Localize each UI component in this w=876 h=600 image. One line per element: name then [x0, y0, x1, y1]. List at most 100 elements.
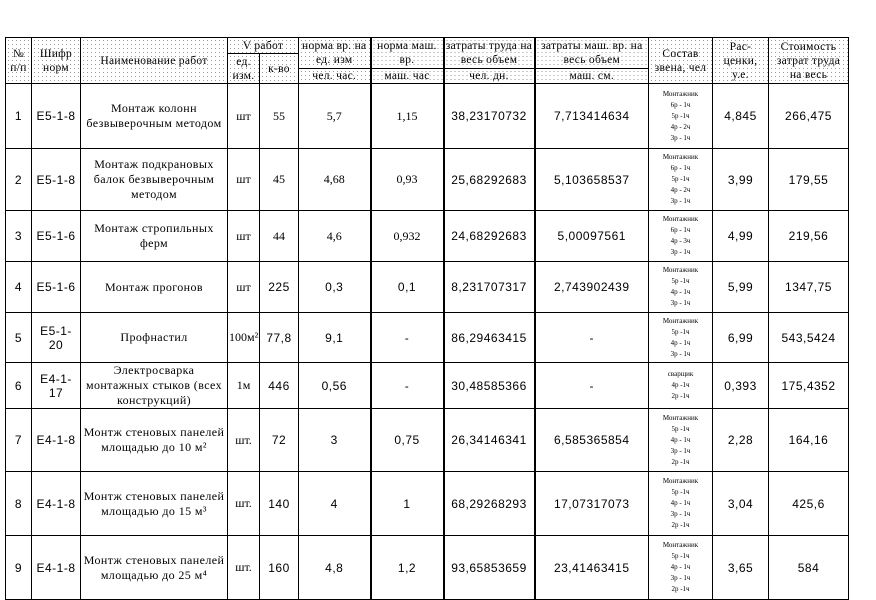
- cell-norm-mach: 1: [369, 471, 444, 536]
- crew-line: Монтажник: [662, 541, 699, 549]
- crew-line: 2р -1ч: [671, 457, 690, 466]
- crew-line: Монтажник: [662, 89, 699, 98]
- cell-norm-time: 0,56: [298, 362, 371, 409]
- cell-norm-mach: 0,75: [369, 408, 444, 472]
- cell-num: 4: [5, 261, 32, 313]
- header-volume: V работ: [227, 37, 299, 54]
- crew-line: 3р - 1ч: [670, 510, 691, 518]
- work-estimate-table: № п/п Шифр норм Наименование работ V раб…: [5, 37, 849, 600]
- cell-rate: 6,99: [712, 312, 769, 363]
- cell-norm-time: 4,68: [298, 148, 371, 211]
- crew-line: 5р -1ч: [671, 552, 690, 560]
- header-mach-unit: маш. см.: [533, 68, 649, 84]
- crew-line: 3р - 1ч: [670, 446, 691, 455]
- header-name: Наименование работ: [80, 37, 228, 84]
- crew-line: Монтажник: [662, 413, 699, 422]
- header-num: № п/п: [5, 37, 32, 84]
- cell-qty: 140: [259, 471, 299, 536]
- header-rate: Рас-ценки, у.е.: [712, 37, 769, 84]
- table-row: 6 Е4-1-17 Электросварка монтажных стыков (…: [5, 362, 849, 409]
- crew-line: 4р - 1ч: [670, 338, 691, 347]
- header-norm-mach-unit: маш. час: [369, 68, 444, 84]
- cell-unit: шт.: [227, 471, 260, 536]
- header-mach: затраты маш. вр. на весь объем: [533, 37, 649, 69]
- cell-unit: шт.: [227, 535, 260, 600]
- table-row: 2 Е5-1-8 Монтаж подкрановых балок безвывер…: [5, 148, 849, 211]
- crew-line: 2р -1ч: [671, 392, 690, 400]
- cell-mach: 5,103658537: [533, 148, 649, 211]
- cell-num: 5: [5, 312, 32, 363]
- cell-name: Монтж стеновых панелей млощадью до 15 м³: [80, 471, 228, 536]
- cell-name: Профнастил: [80, 312, 228, 363]
- cell-labor: 86,29463415: [442, 312, 535, 363]
- cell-crew: Монтажник 6р - 1ч 5р -1ч 4р - 2ч 3р - 1ч: [648, 148, 713, 211]
- cell-crew: Монтажник 5р -1ч 4р - 1ч 3р - 1ч 2р -1ч: [648, 408, 713, 472]
- table-row: 8 Е4-1-8 Монтж стеновых панелей млощадью д…: [5, 471, 849, 536]
- cell-code: Е5-1-20: [31, 312, 81, 363]
- cell-cost: 266,475: [768, 83, 849, 149]
- crew-line: 6р - 1ч: [670, 164, 691, 172]
- cell-cost: 164,16: [768, 408, 849, 472]
- cell-mach: 23,41463415: [533, 535, 649, 600]
- cell-code: Е5-1-8: [31, 83, 81, 149]
- cell-mach: 17,07317073: [533, 471, 649, 536]
- cell-name: Монтаж колонн безвыверочным методом: [80, 83, 228, 149]
- cell-qty: 446: [259, 362, 299, 409]
- crew-line: Монтажник: [662, 316, 699, 325]
- cell-crew: Монтажник 5р -1ч 4р - 1ч 3р - 1ч 2р -1ч: [648, 535, 713, 600]
- cell-num: 9: [5, 535, 32, 600]
- cell-rate: 2,28: [712, 408, 769, 472]
- cell-norm-mach: 0,932: [369, 210, 444, 262]
- cell-qty: 55: [259, 83, 299, 149]
- cell-name: Монтаж стропильных ферм: [80, 210, 228, 262]
- header-labor-unit: чел. дн.: [442, 68, 535, 84]
- cell-cost: 584: [768, 535, 849, 600]
- cell-num: 8: [5, 471, 32, 536]
- cell-crew: Монтажник 5р -1ч 4р - 1ч 3р - 1ч: [648, 312, 713, 363]
- cell-unit: 100м²: [227, 312, 260, 363]
- cell-qty: 45: [259, 148, 299, 211]
- cell-name: Монтж стеновых панелей млощадью до 25 м⁴: [80, 535, 228, 600]
- crew-line: 3р - 1ч: [670, 349, 691, 358]
- cell-norm-time: 4,6: [298, 210, 371, 262]
- crew-line: сварщик: [667, 370, 694, 378]
- cell-rate: 5,99: [712, 261, 769, 313]
- cell-unit: шт.: [227, 408, 260, 472]
- crew-line: 6р - 1ч: [670, 100, 691, 109]
- header-labor: затраты труда на весь объем: [442, 37, 535, 69]
- table-row: 5 Е5-1-20 Профнастил 100м² 77,8 9,1-86,294634…: [5, 312, 849, 363]
- crew-line: 4р -1ч: [671, 381, 690, 389]
- cell-norm-time: 5,7: [298, 83, 371, 149]
- cell-cost: 1347,75: [768, 261, 849, 313]
- crew-line: 4р - 1ч: [670, 435, 691, 444]
- cell-labor: 38,23170732: [442, 83, 535, 149]
- cell-labor: 8,231707317: [442, 261, 535, 313]
- cell-unit: шт: [227, 148, 260, 211]
- cell-labor: 93,65853659: [442, 535, 535, 600]
- crew-line: 2р -1ч: [671, 521, 690, 529]
- cell-code: Е4-1-17: [31, 362, 81, 409]
- cell-cost: 425,6: [768, 471, 849, 536]
- cell-qty: 225: [259, 261, 299, 313]
- cell-norm-time: 3: [298, 408, 371, 472]
- cell-labor: 26,34146341: [442, 408, 535, 472]
- crew-line: 6р - 1ч: [670, 226, 691, 234]
- cell-name: Монтаж прогонов: [80, 261, 228, 313]
- crew-line: 5р -1ч: [671, 424, 690, 433]
- table-row: 3 Е5-1-6 Монтаж стропильных ферм шт 44 4,6 0,9…: [5, 210, 849, 262]
- cell-name: Монтаж подкрановых балок безвыверочным м…: [80, 148, 228, 211]
- cell-norm-mach: -: [369, 312, 444, 363]
- cell-crew: Монтажник 6р - 1ч 4р - 3ч 3р - 1ч: [648, 210, 713, 262]
- crew-line: 3р - 1ч: [670, 574, 691, 582]
- cell-rate: 4,99: [712, 210, 769, 262]
- cell-norm-time: 4,8: [298, 535, 371, 600]
- cell-code: Е5-1-8: [31, 148, 81, 211]
- cell-num: 3: [5, 210, 32, 262]
- cell-norm-time: 0,3: [298, 261, 371, 313]
- cell-cost: 543,5424: [768, 312, 849, 363]
- cell-labor: 24,68292683: [442, 210, 535, 262]
- crew-line: 5р -1ч: [671, 327, 690, 336]
- cell-qty: 44: [259, 210, 299, 262]
- crew-line: Монтажник: [662, 477, 699, 485]
- crew-line: 4р - 1ч: [670, 563, 691, 571]
